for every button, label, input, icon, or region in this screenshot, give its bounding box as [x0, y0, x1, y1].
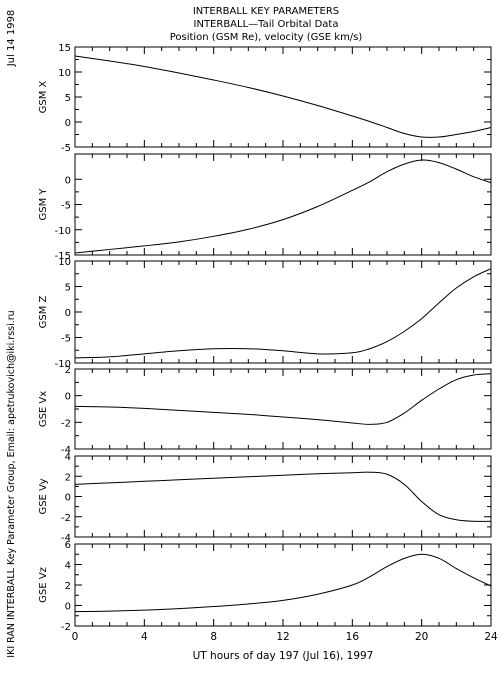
y-tick-label: 10 — [58, 257, 71, 268]
panel-frame-4 — [74, 455, 492, 538]
y-tick-label: 4 — [65, 452, 71, 463]
x-tick-label: 0 — [72, 631, 79, 643]
panel-frame-0 — [74, 46, 492, 148]
y-tick-label: -4 — [61, 445, 71, 456]
series-line-3 — [74, 373, 492, 425]
y-tick-label: 2 — [65, 472, 71, 483]
x-tick-label: 20 — [415, 631, 428, 643]
chart-title-line-1: INTERBALL KEY PARAMETERS — [193, 6, 339, 17]
series-line-0 — [74, 55, 492, 138]
chart-title-line-3: Position (GSM Re), velocity (GSE km/s) — [170, 32, 363, 43]
y-tick-label: -10 — [55, 226, 71, 237]
y-axis-label-3: GSE Vx — [38, 391, 49, 427]
y-tick-label: 10 — [58, 68, 71, 79]
y-tick-label: 2 — [65, 365, 71, 376]
y-tick-label: 2 — [65, 581, 71, 592]
x-tick-label: 8 — [210, 631, 217, 643]
y-tick-label: 5 — [65, 283, 71, 294]
panel-frame-5 — [74, 543, 492, 627]
y-tick-label: 0 — [65, 493, 71, 504]
y-tick-label: -2 — [61, 622, 71, 633]
y-tick-label: 0 — [65, 175, 71, 186]
x-tick-label: 12 — [276, 631, 289, 643]
y-axis-label-0: GSM X — [38, 80, 49, 113]
y-tick-label: 0 — [65, 392, 71, 403]
series-line-4 — [74, 471, 492, 522]
y-tick-label: -2 — [61, 418, 71, 429]
panel-frame-1 — [74, 153, 492, 256]
chart-title-line-2: INTERBALL—Tail Orbital Data — [194, 19, 339, 30]
x-tick-label: 24 — [484, 631, 498, 643]
y-tick-label: -5 — [61, 334, 71, 345]
x-tick-label: 16 — [346, 631, 360, 643]
y-axis-label-1: GSM Y — [38, 188, 49, 221]
y-axis-label-5: GSE Vz — [38, 567, 49, 603]
y-tick-label: -10 — [55, 359, 71, 370]
y-tick-label: -5 — [61, 143, 71, 154]
y-tick-label: 0 — [65, 602, 71, 613]
y-tick-label: -2 — [61, 513, 71, 524]
panels-group: -5 0 5 10 15 GSM X -15 -10 -5 0 GSM Y -10 -5 0 5 10 GSM … — [38, 43, 498, 643]
y-tick-label: -15 — [55, 251, 71, 262]
y-tick-label: -4 — [61, 533, 71, 544]
series-line-1 — [74, 159, 492, 254]
series-line-2 — [74, 268, 492, 359]
x-axis-label: UT hours of day 197 (Jul 16), 1997 — [193, 650, 374, 662]
y-tick-label: 5 — [65, 93, 71, 104]
date-stamp: Jul 14 1998 — [6, 10, 17, 68]
series-line-5 — [74, 553, 492, 613]
y-tick-label: -5 — [61, 201, 71, 212]
y-tick-label: 0 — [65, 308, 71, 319]
x-tick-label: 4 — [141, 631, 148, 643]
y-axis-label-2: GSM Z — [38, 295, 49, 328]
y-axis-label-4: GSE Vy — [38, 478, 49, 514]
y-tick-label: 4 — [65, 561, 71, 572]
credit-text: IKI RAN INTERBALL Key Parameter Group, E… — [6, 310, 17, 657]
y-tick-label: 15 — [58, 43, 71, 54]
y-tick-label: 0 — [65, 118, 71, 129]
panel-frame-3 — [74, 368, 492, 450]
y-tick-label: 6 — [65, 540, 71, 551]
